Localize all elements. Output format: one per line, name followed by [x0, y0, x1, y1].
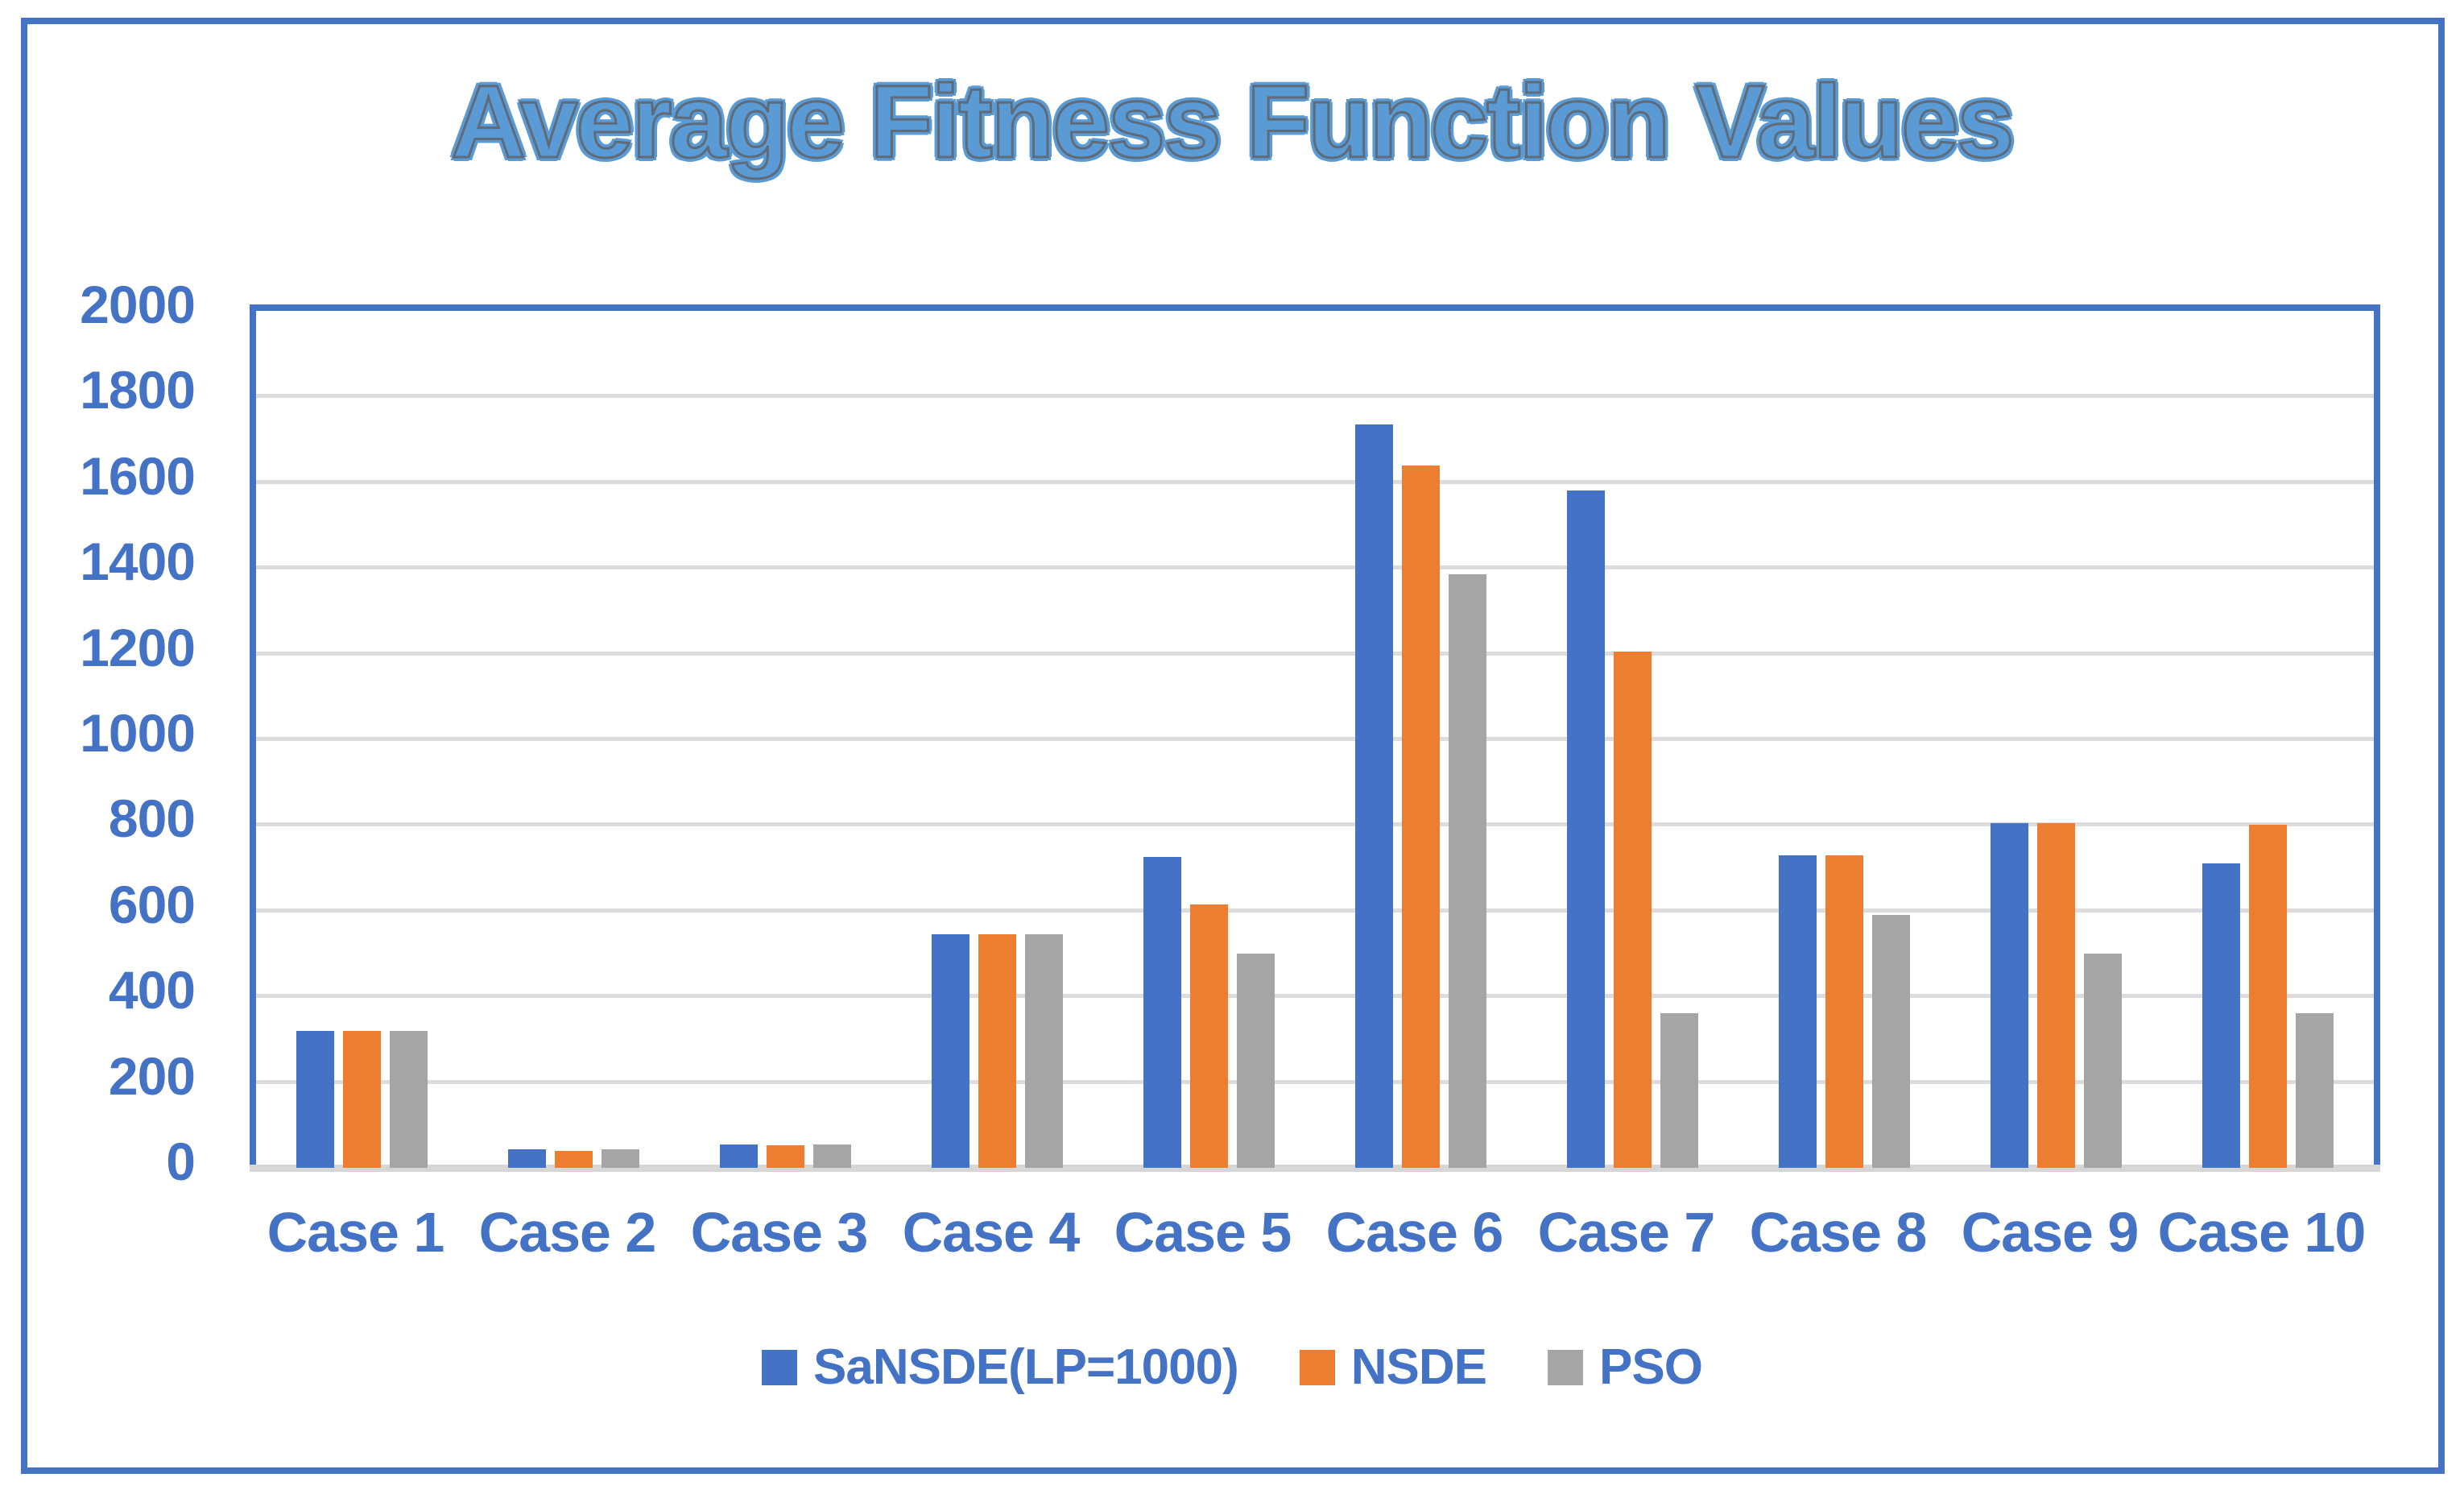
bar-case8-pso [1872, 915, 1910, 1168]
y-axis-labels: 0 200 400 600 800 1000 1200 1400 1600 1800 2000 [0, 275, 201, 1191]
legend-swatch-icon [1548, 1349, 1584, 1385]
y-axis-label-1800: 1800 [80, 360, 196, 420]
legend-label: NSDE [1350, 1339, 1487, 1395]
bar-case9-pso [2084, 954, 2122, 1168]
bar-case2-nsde [555, 1150, 593, 1168]
x-axis-labels: Case 1 Case 2 Case 3 Case 4 Case 5 Case 6 Case… [250, 1200, 2367, 1273]
legend-swatch-icon [762, 1349, 798, 1385]
legend-swatch-icon [1299, 1349, 1335, 1385]
bar-case1-pso [390, 1030, 428, 1168]
bar-case3-sansdelp1000 [720, 1144, 758, 1168]
bar-case9-sansdelp1000 [1991, 822, 2028, 1168]
bar-case2-sansdelp1000 [508, 1149, 546, 1168]
bar-case5-pso [1237, 954, 1275, 1168]
gridline-1400 [256, 565, 2374, 570]
bar-case4-nsde [978, 934, 1016, 1168]
x-axis-label-7: Case 7 [1537, 1201, 1716, 1264]
bar-case5-nsde [1190, 904, 1228, 1168]
y-axis-label-0: 0 [166, 1132, 196, 1191]
y-axis-label-1000: 1000 [80, 703, 196, 763]
bar-case3-pso [813, 1144, 851, 1168]
bar-case8-sansdelp1000 [1779, 855, 1817, 1168]
bar-case10-sansdelp1000 [2202, 863, 2240, 1168]
bar-case2-pso [602, 1149, 639, 1168]
legend-item-pso: PSO [1548, 1339, 1703, 1396]
y-axis-label-800: 800 [108, 788, 196, 849]
x-axis-label-9: Case 9 [1961, 1201, 2139, 1264]
gridline-1200 [256, 651, 2374, 656]
bar-case3-nsde [767, 1145, 804, 1168]
bar-case6-nsde [1402, 465, 1440, 1168]
x-axis-label-10: Case 10 [2157, 1201, 2367, 1264]
chart-title: Average Fitness Function Values [450, 64, 2015, 181]
gridline-1600 [256, 479, 2374, 484]
y-axis-label-1200: 1200 [80, 617, 196, 677]
bar-case10-pso [2296, 1013, 2334, 1168]
gridline-800 [256, 822, 2374, 827]
bar-case7-sansdelp1000 [1567, 490, 1605, 1168]
legend-item-nsde: NSDE [1299, 1339, 1487, 1396]
bar-case10-nsde [2249, 825, 2287, 1168]
legend: SaNSDE(LP=1000) NSDE PSO [0, 1339, 2464, 1396]
outer-border [21, 18, 2445, 1474]
bar-case6-pso [1449, 574, 1486, 1168]
plot-area [250, 304, 2380, 1172]
bar-case1-nsde [343, 1030, 381, 1168]
bar-case1-sansdelp1000 [296, 1030, 334, 1168]
gridline-400 [256, 994, 2374, 999]
x-axis-label-3: Case 3 [690, 1201, 869, 1264]
bar-case7-nsde [1614, 651, 1652, 1168]
bar-case4-pso [1025, 934, 1063, 1168]
bar-case4-sansdelp1000 [932, 934, 969, 1168]
y-axis-label-1400: 1400 [80, 532, 196, 592]
bar-case7-pso [1660, 1013, 1698, 1168]
x-axis-label-4: Case 4 [902, 1201, 1081, 1264]
legend-label: SaNSDE(LP=1000) [813, 1339, 1239, 1395]
legend-label: PSO [1599, 1339, 1703, 1395]
y-axis-label-600: 600 [108, 874, 196, 934]
x-axis-label-6: Case 6 [1325, 1201, 1504, 1264]
x-axis-label-2: Case 2 [478, 1201, 657, 1264]
x-axis-label-8: Case 8 [1749, 1201, 1928, 1264]
bar-case8-nsde [1825, 855, 1863, 1168]
y-axis-label-200: 200 [108, 1045, 196, 1106]
legend-item-sansdelp1000: SaNSDE(LP=1000) [762, 1339, 1239, 1396]
gridline-600 [256, 908, 2374, 913]
y-axis-label-2000: 2000 [80, 275, 196, 334]
gridline-200 [256, 1079, 2374, 1084]
gridline-1800 [256, 394, 2374, 399]
y-axis-label-1600: 1600 [80, 445, 196, 506]
y-axis-label-400: 400 [108, 960, 196, 1020]
x-axis-label-1: Case 1 [267, 1201, 445, 1264]
bar-case9-nsde [2037, 822, 2075, 1168]
bar-case6-sansdelp1000 [1355, 424, 1393, 1168]
x-axis-label-5: Case 5 [1114, 1201, 1292, 1264]
x-axis-line [250, 1165, 2380, 1172]
gridline-1000 [256, 737, 2374, 741]
bar-case5-sansdelp1000 [1143, 857, 1181, 1168]
